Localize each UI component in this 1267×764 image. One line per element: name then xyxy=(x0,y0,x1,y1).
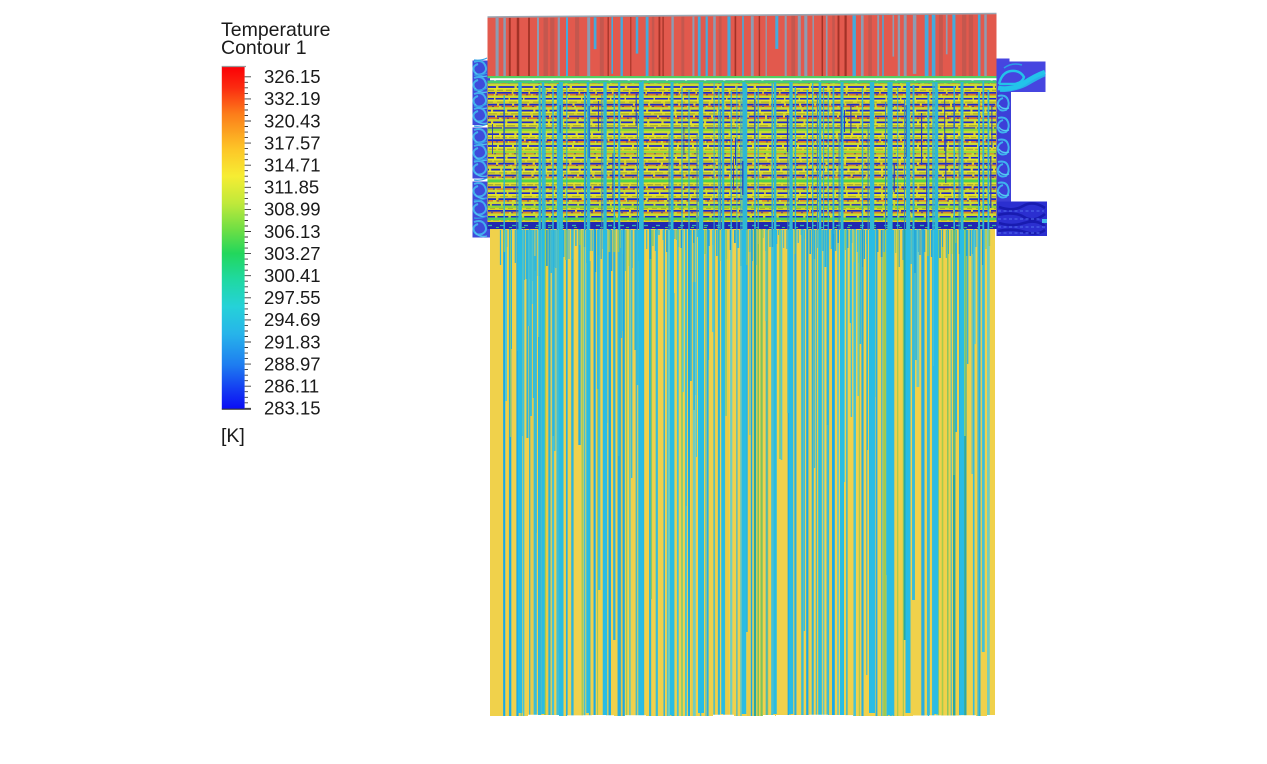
svg-text:283.15: 283.15 xyxy=(264,398,321,419)
svg-text:317.57: 317.57 xyxy=(264,132,321,153)
svg-text:291.83: 291.83 xyxy=(264,331,321,352)
svg-text:303.27: 303.27 xyxy=(264,243,321,264)
svg-text:300.41: 300.41 xyxy=(264,265,321,286)
svg-text:326.15: 326.15 xyxy=(264,66,321,87)
svg-text:294.69: 294.69 xyxy=(264,309,321,330)
svg-text:308.99: 308.99 xyxy=(264,199,321,220)
svg-text:[K]: [K] xyxy=(221,425,245,447)
svg-text:297.55: 297.55 xyxy=(264,287,321,308)
svg-text:Contour 1: Contour 1 xyxy=(221,37,307,59)
svg-text:311.85: 311.85 xyxy=(264,177,319,198)
svg-text:314.71: 314.71 xyxy=(264,155,321,176)
svg-text:288.97: 288.97 xyxy=(264,353,321,374)
svg-text:332.19: 332.19 xyxy=(264,88,321,109)
svg-text:286.11: 286.11 xyxy=(264,376,319,397)
svg-text:306.13: 306.13 xyxy=(264,221,321,242)
svg-text:320.43: 320.43 xyxy=(264,110,321,131)
svg-text:Temperature: Temperature xyxy=(221,19,330,41)
